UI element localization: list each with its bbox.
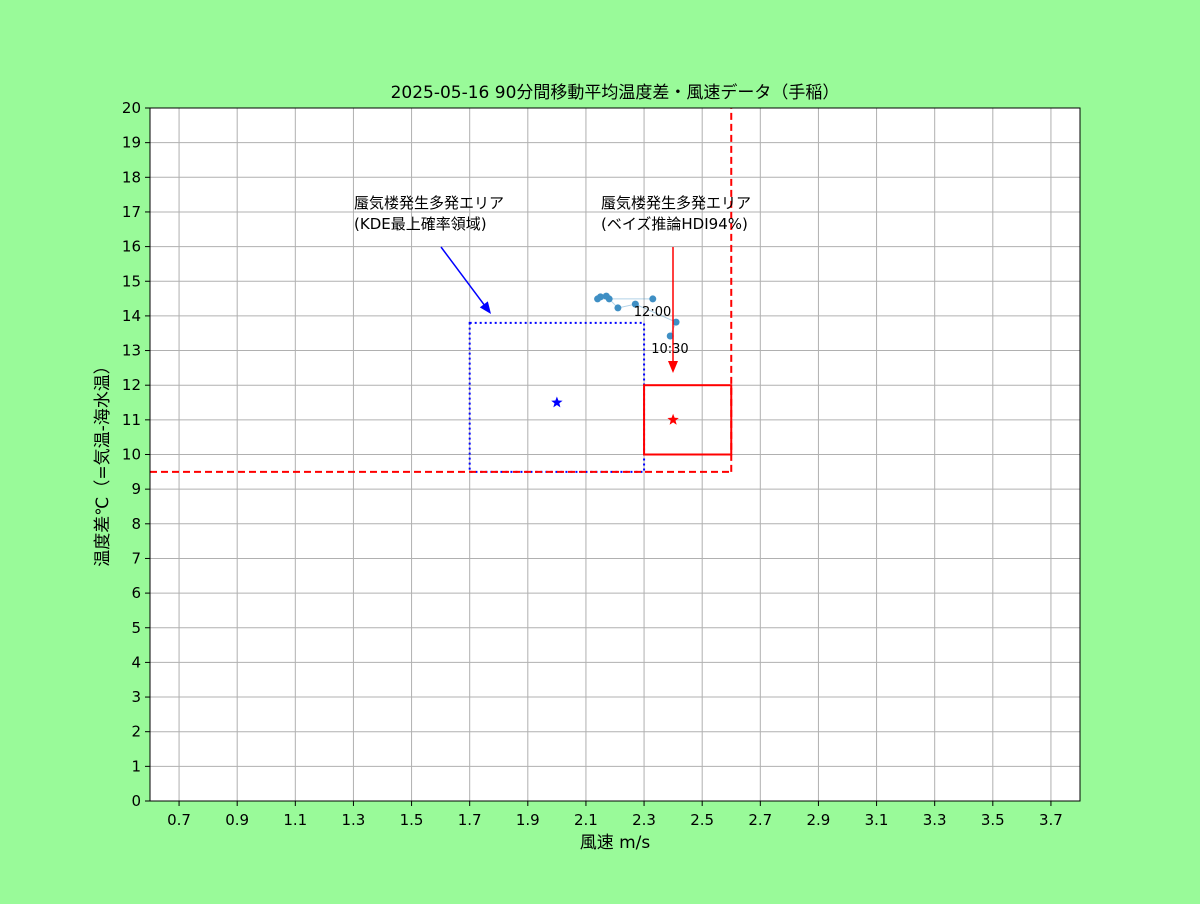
x-tick-label: 1.7 bbox=[458, 811, 482, 829]
y-tick-label: 19 bbox=[122, 134, 141, 152]
annotations: 蜃気楼発生多発エリア (KDE最上確率領域) 蜃気楼発生多発エリア (ベイズ推論HDI… bbox=[354, 194, 751, 373]
y-tick-label: 7 bbox=[131, 549, 141, 567]
data-point bbox=[666, 332, 674, 340]
region-box bbox=[468, 321, 646, 473]
region-center bbox=[551, 396, 563, 408]
y-tick-label: 3 bbox=[131, 688, 141, 706]
x-tick-label: 3.5 bbox=[981, 811, 1005, 829]
y-tick-label: 20 bbox=[122, 99, 141, 117]
annotation-text: (KDE最上確率領域) bbox=[354, 215, 487, 233]
annotation-text: 蜃気楼発生多発エリア bbox=[354, 194, 504, 212]
y-tick-label: 17 bbox=[122, 203, 141, 221]
x-tick-label: 1.1 bbox=[283, 811, 307, 829]
point-label: 10:30 bbox=[651, 342, 688, 357]
x-tick-label: 2.5 bbox=[690, 811, 714, 829]
y-tick-label: 9 bbox=[131, 480, 141, 498]
y-tick-label: 6 bbox=[131, 584, 141, 602]
region-center bbox=[667, 413, 679, 425]
y-tick-label: 16 bbox=[122, 238, 141, 256]
y-tick-label: 5 bbox=[131, 619, 141, 637]
x-tick-label: 0.9 bbox=[225, 811, 249, 829]
x-tick-label: 3.1 bbox=[865, 811, 889, 829]
annotation-text: 蜃気楼発生多発エリア bbox=[601, 194, 751, 212]
data-point bbox=[614, 304, 622, 312]
x-tick-label: 2.1 bbox=[574, 811, 598, 829]
annotation-arrow bbox=[440, 246, 487, 309]
x-tick-label: 0.7 bbox=[167, 811, 191, 829]
y-tick-label: 11 bbox=[122, 411, 141, 429]
y-tick-label: 18 bbox=[122, 168, 141, 186]
x-tick-label: 3.7 bbox=[1039, 811, 1063, 829]
data-point bbox=[594, 295, 602, 303]
data-point bbox=[649, 295, 657, 303]
point-label: 12:00 bbox=[634, 305, 671, 320]
data-point bbox=[631, 300, 639, 308]
y-tick-label: 13 bbox=[122, 342, 141, 360]
y-axis-label: 温度差℃（=気温-海水温） bbox=[93, 357, 113, 566]
x-tick-label: 1.9 bbox=[516, 811, 540, 829]
x-tick-label: 2.9 bbox=[807, 811, 831, 829]
x-axis-label: 風速 m/s bbox=[580, 833, 651, 853]
y-tick-label: 0 bbox=[131, 792, 141, 810]
y-tick-label: 12 bbox=[122, 376, 141, 394]
region-box bbox=[643, 384, 733, 456]
annotation-arrowhead bbox=[668, 361, 678, 373]
data-point bbox=[672, 318, 680, 326]
x-tick-label: 2.3 bbox=[632, 811, 656, 829]
y-tick-label: 8 bbox=[131, 515, 141, 533]
y-tick-label: 14 bbox=[122, 307, 141, 325]
y-tick-label: 4 bbox=[131, 653, 141, 671]
marks bbox=[150, 108, 733, 473]
x-tick-label: 1.5 bbox=[400, 811, 424, 829]
data-point bbox=[602, 292, 610, 300]
y-tick-label: 1 bbox=[131, 757, 141, 775]
x-tick-label: 3.3 bbox=[923, 811, 947, 829]
x-tick-label: 1.3 bbox=[342, 811, 366, 829]
chart-title: 2025-05-16 90分間移動平均温度差・風速データ（手稲） bbox=[391, 82, 840, 103]
y-tick-label: 15 bbox=[122, 272, 141, 290]
y-tick-label: 2 bbox=[131, 723, 141, 741]
x-tick-label: 2.7 bbox=[748, 811, 772, 829]
y-tick-label: 10 bbox=[122, 446, 141, 464]
annotation-arrowhead bbox=[479, 301, 491, 314]
annotation-text: (ベイズ推論HDI94%) bbox=[601, 215, 748, 233]
